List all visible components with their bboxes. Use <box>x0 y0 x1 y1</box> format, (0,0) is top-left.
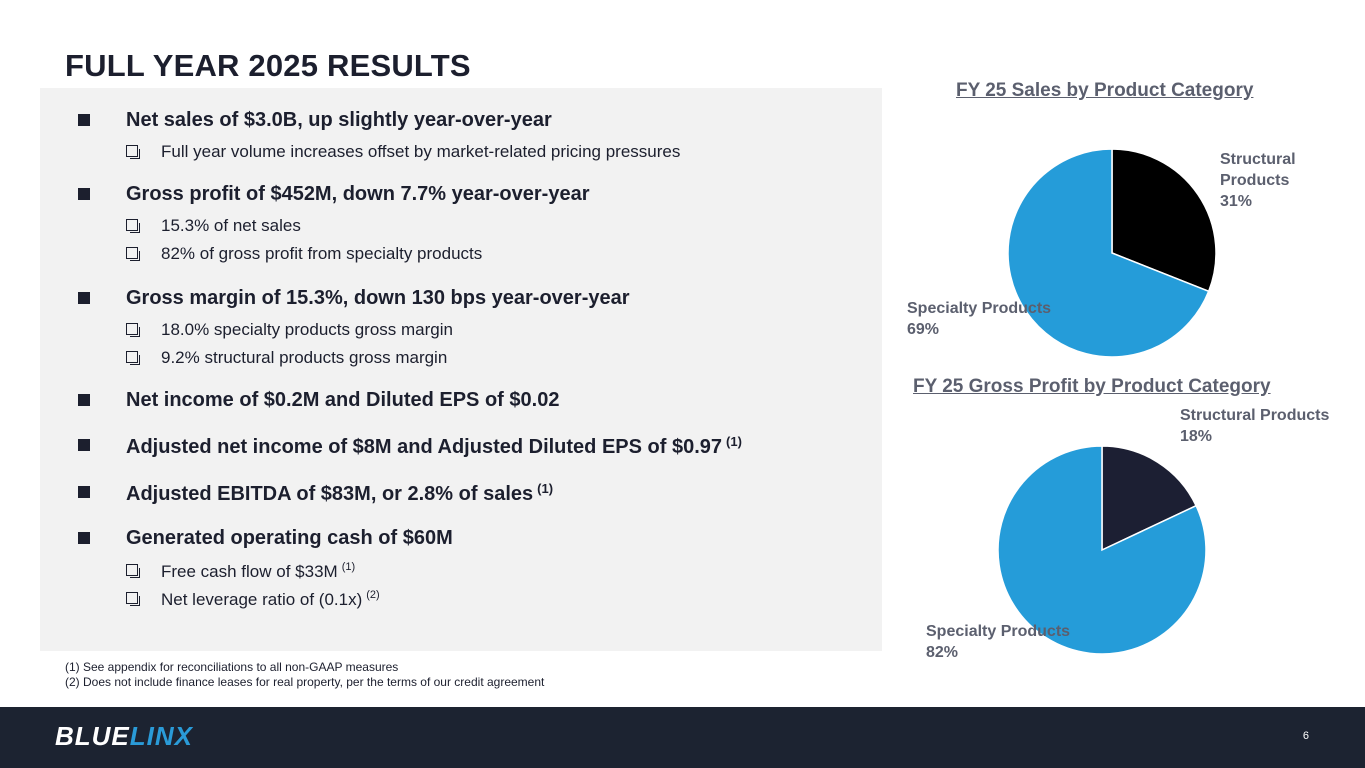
sub-bullet-text: Full year volume increases offset by mar… <box>161 142 681 161</box>
page-number: 6 <box>1302 730 1309 742</box>
sub-bullet-text: Net leverage ratio of (0.1x) <box>161 590 363 609</box>
bluelinx-logo: BLUELINX <box>55 721 193 752</box>
checkbox-bullet-icon <box>126 323 140 337</box>
slice-value: 18% <box>1180 428 1213 445</box>
sub-bullet: Net leverage ratio of (0.1x) (2) <box>40 587 880 611</box>
pie-slice-structural-products <box>1111 148 1217 293</box>
bullet-square-icon <box>78 292 90 304</box>
bullet-text: Adjusted net income of $8M and Adjusted … <box>126 436 723 458</box>
footnote-ref: (1) <box>726 434 742 449</box>
sub-bullet-text: Free cash flow of $33M <box>161 562 338 581</box>
footnote-1: (1) See appendix for reconciliations to … <box>65 660 399 674</box>
gp-structural-label: Structural Products 18% <box>1180 405 1329 447</box>
bullet-net-income: Net income of $0.2M and Diluted EPS of $… <box>40 385 880 415</box>
footnote-ref: (1) <box>341 561 356 573</box>
bullet-text: Net income of $0.2M and Diluted EPS of $… <box>126 389 560 411</box>
bullet-square-icon <box>78 486 90 498</box>
footnotes: (1) See appendix for reconciliations to … <box>65 660 544 690</box>
sales-chart-title: FY 25 Sales by Product Category <box>956 80 1254 101</box>
footnote-ref: (1) <box>537 481 554 496</box>
bullet-gross-margin: Gross margin of 15.3%, down 130 bps year… <box>40 283 880 313</box>
sub-bullet: Free cash flow of $33M (1) <box>40 559 880 583</box>
sales-pie-chart <box>1007 148 1217 358</box>
slice-label: Structural Products <box>1220 151 1296 189</box>
sub-bullet: 15.3% of net sales <box>40 214 880 238</box>
footer-bar: BLUELINX 6 <box>0 707 1365 768</box>
bullet-adjusted-ebitda: Adjusted EBITDA of $83M, or 2.8% of sale… <box>40 477 880 507</box>
bullet-text: Gross profit of $452M, down 7.7% year-ov… <box>126 183 590 205</box>
bullet-text: Generated operating cash of $60M <box>126 527 453 549</box>
bullet-square-icon <box>78 114 90 126</box>
slice-label: Specialty Products <box>907 300 1052 317</box>
bullet-text: Net sales of $3.0B, up slightly year-ove… <box>126 109 552 131</box>
slide-title: FULL YEAR 2025 RESULTS <box>65 48 471 83</box>
results-panel: Net sales of $3.0B, up slightly year-ove… <box>40 88 882 651</box>
footnote-ref: (2) <box>366 589 380 601</box>
sales-structural-label: Structural Products 31% <box>1220 149 1365 212</box>
sub-bullet-text: 18.0% specialty products gross margin <box>161 320 453 339</box>
bullet-net-sales: Net sales of $3.0B, up slightly year-ove… <box>40 105 880 135</box>
bullet-square-icon <box>78 394 90 406</box>
sub-bullet: 82% of gross profit from specialty produ… <box>40 242 880 266</box>
logo-part-blue: BLUE <box>55 721 130 751</box>
bullet-operating-cash: Generated operating cash of $60M <box>40 523 880 553</box>
sub-bullet-text: 82% of gross profit from specialty produ… <box>161 244 483 263</box>
sub-bullet-text: 9.2% structural products gross margin <box>161 348 448 367</box>
sales-specialty-label: Specialty Products 69% <box>907 298 1051 340</box>
slice-value: 82% <box>926 644 959 661</box>
logo-part-linx: LINX <box>129 721 194 751</box>
sub-bullet: Full year volume increases offset by mar… <box>40 140 880 164</box>
pie-slice-structural-products <box>1101 445 1198 552</box>
checkbox-bullet-icon <box>126 247 140 261</box>
gp-specialty-label: Specialty Products 82% <box>926 621 1070 663</box>
slice-value: 69% <box>907 321 940 338</box>
pie-slice-specialty-products <box>1007 148 1210 358</box>
bullet-text: Gross margin of 15.3%, down 130 bps year… <box>126 287 630 309</box>
bullet-square-icon <box>78 188 90 200</box>
checkbox-bullet-icon <box>126 145 140 159</box>
slice-label: Specialty Products <box>926 623 1071 640</box>
sub-bullet-text: 15.3% of net sales <box>161 216 301 235</box>
bullet-gross-profit: Gross profit of $452M, down 7.7% year-ov… <box>40 179 880 209</box>
checkbox-bullet-icon <box>126 351 140 365</box>
pie-slice-specialty-products <box>997 445 1207 655</box>
checkbox-bullet-icon <box>126 219 140 233</box>
slice-value: 31% <box>1220 193 1253 210</box>
footnote-2: (2) Does not include finance leases for … <box>65 675 545 689</box>
bullet-text: Adjusted EBITDA of $83M, or 2.8% of sale… <box>126 483 534 505</box>
sub-bullet: 9.2% structural products gross margin <box>40 346 880 370</box>
gross-profit-pie-chart <box>997 445 1207 655</box>
bullet-square-icon <box>78 532 90 544</box>
sub-bullet: 18.0% specialty products gross margin <box>40 318 880 342</box>
checkbox-bullet-icon <box>126 564 140 578</box>
bullet-square-icon <box>78 439 90 451</box>
checkbox-bullet-icon <box>126 592 140 606</box>
gross-profit-chart-title: FY 25 Gross Profit by Product Category <box>913 376 1271 397</box>
bullet-adjusted-net-income: Adjusted net income of $8M and Adjusted … <box>40 430 880 460</box>
slice-label: Structural Products <box>1180 407 1330 424</box>
